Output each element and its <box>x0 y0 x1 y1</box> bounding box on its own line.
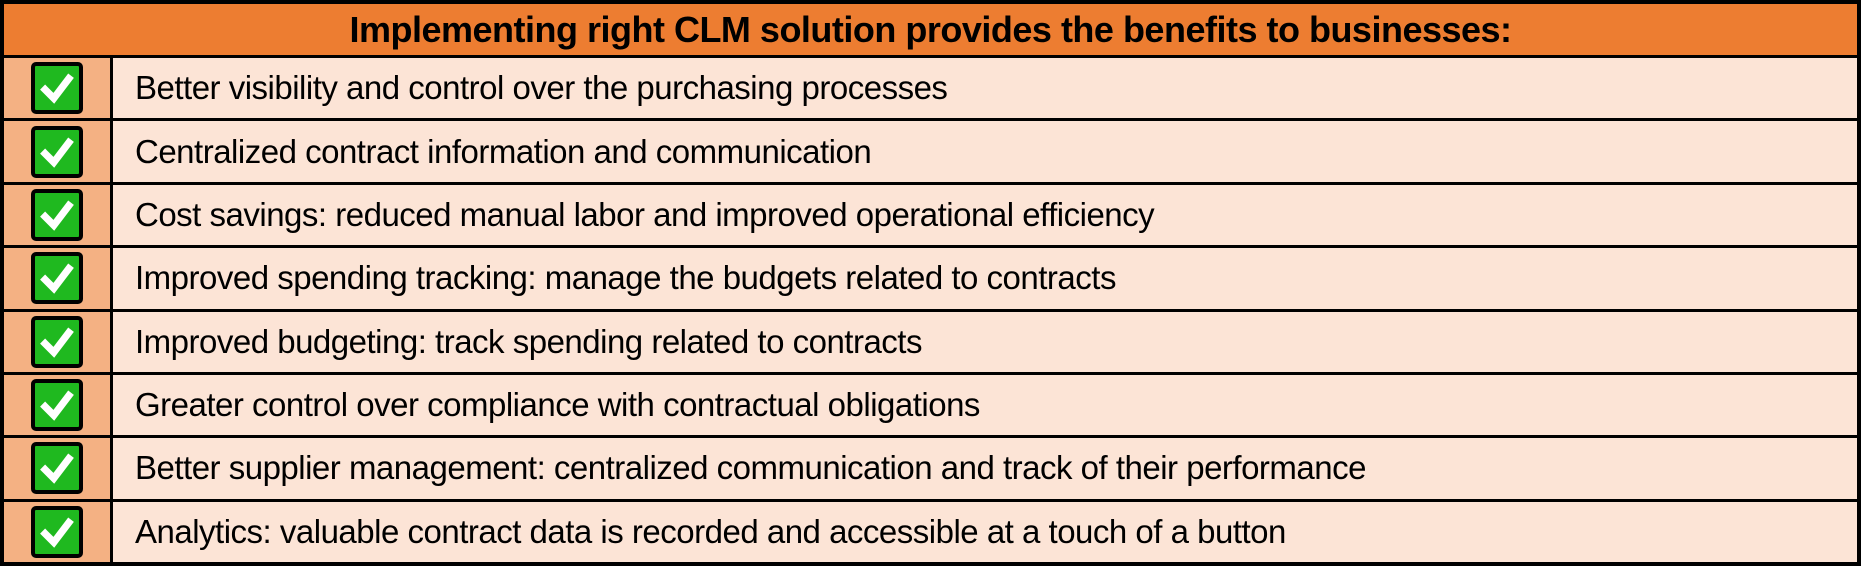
checkbox-cell <box>4 248 113 309</box>
table-row: Analytics: valuable contract data is rec… <box>4 498 1857 562</box>
checkmark-icon <box>31 315 83 368</box>
row-text: Cost savings: reduced manual labor and i… <box>135 195 1155 233</box>
table-row: Better supplier management: centralized … <box>4 435 1857 499</box>
row-text: Greater control over compliance with con… <box>135 386 980 424</box>
benefit-text-cell: Analytics: valuable contract data is rec… <box>113 501 1857 562</box>
table-row: Centralized contract information and com… <box>4 118 1857 182</box>
table-header: Implementing right CLM solution provides… <box>4 4 1857 58</box>
table-row: Improved budgeting: track spending relat… <box>4 308 1857 372</box>
row-text: Better supplier management: centralized … <box>135 449 1366 487</box>
checkbox-cell <box>4 58 113 119</box>
checkbox-cell <box>4 184 113 246</box>
benefit-text-cell: Cost savings: reduced manual labor and i… <box>113 184 1857 246</box>
checkbox-cell <box>4 501 113 562</box>
checkbox-cell <box>4 311 113 372</box>
checkmark-icon <box>31 442 83 495</box>
checkmark-icon <box>31 125 83 178</box>
benefit-text-cell: Greater control over compliance with con… <box>113 374 1857 436</box>
row-text: Analytics: valuable contract data is rec… <box>135 512 1286 550</box>
checkbox-cell <box>4 121 113 182</box>
checkmark-icon <box>31 62 83 115</box>
table-row: Improved spending tracking: manage the b… <box>4 245 1857 309</box>
checkmark-icon <box>31 379 83 432</box>
table-row: Cost savings: reduced manual labor and i… <box>4 181 1857 246</box>
table-row: Greater control over compliance with con… <box>4 371 1857 436</box>
table-title: Implementing right CLM solution provides… <box>349 8 1512 50</box>
row-text: Centralized contract information and com… <box>135 132 872 170</box>
table-row: Better visibility and control over the p… <box>4 58 1857 119</box>
checkmark-icon <box>31 505 83 558</box>
benefit-text-cell: Better visibility and control over the p… <box>113 58 1857 119</box>
row-text: Better visibility and control over the p… <box>135 69 948 107</box>
checkmark-icon <box>31 252 83 305</box>
checkbox-cell <box>4 374 113 436</box>
checkbox-cell <box>4 438 113 499</box>
benefit-text-cell: Improved spending tracking: manage the b… <box>113 248 1857 309</box>
benefit-text-cell: Centralized contract information and com… <box>113 121 1857 182</box>
benefit-text-cell: Better supplier management: centralized … <box>113 438 1857 499</box>
row-text: Improved spending tracking: manage the b… <box>135 259 1116 297</box>
checkmark-icon <box>31 188 83 241</box>
benefit-text-cell: Improved budgeting: track spending relat… <box>113 311 1857 372</box>
row-text: Improved budgeting: track spending relat… <box>135 322 922 360</box>
